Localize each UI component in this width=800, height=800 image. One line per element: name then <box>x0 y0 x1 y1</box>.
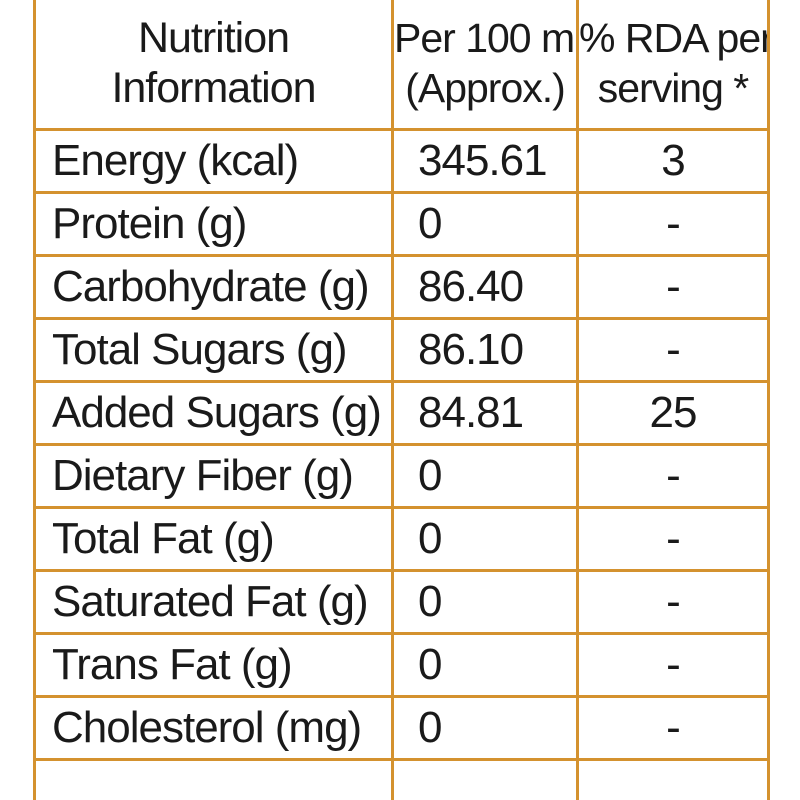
nutrient-name: Energy (kcal) <box>33 128 394 194</box>
rda-value: - <box>576 443 770 509</box>
header-line: Nutrition <box>137 13 290 62</box>
nutrient-name: Total Sugars (g) <box>33 317 394 383</box>
per-100ml-value: 0 <box>391 632 579 698</box>
table-row: Saturated Fat (g) 0 - <box>33 569 770 635</box>
per-100ml-value: 0 <box>391 695 579 761</box>
header-line: (Approx.) <box>405 64 566 111</box>
header-nutrition-information: Nutrition Information <box>33 0 394 131</box>
per-100ml-value: 0 <box>391 191 579 257</box>
rda-value: - <box>576 632 770 698</box>
nutrient-name: Trans Fat (g) <box>33 632 394 698</box>
table-row: Dietary Fiber (g) 0 - <box>33 443 770 509</box>
table-row: Cholesterol (mg) 0 - <box>33 695 770 761</box>
table-row: Trans Fat (g) 0 - <box>33 632 770 698</box>
per-100ml-value: 0 <box>391 569 579 635</box>
table-row: Protein (g) 0 - <box>33 191 770 257</box>
nutrient-name: Carbohydrate (g) <box>33 254 394 320</box>
table-row: Energy (kcal) 345.61 3 <box>33 128 770 194</box>
table-row: Carbohydrate (g) 86.40 - <box>33 254 770 320</box>
header-line: Information <box>111 63 316 112</box>
header-line: serving * <box>597 64 750 111</box>
nutrient-name: Cholesterol (mg) <box>33 695 394 761</box>
header-rda: % RDA per serving * <box>576 0 770 131</box>
rda-value-cut-off <box>576 758 770 800</box>
per-100ml-value: 345.61 <box>391 128 579 194</box>
nutrient-name: Total Fat (g) <box>33 506 394 572</box>
rda-value: - <box>576 695 770 761</box>
header-per-100ml: Per 100 ml (Approx.) <box>391 0 579 131</box>
table-row-cut-off <box>33 758 770 800</box>
rda-value: 25 <box>576 380 770 446</box>
nutrient-name: Saturated Fat (g) <box>33 569 394 635</box>
table-row: Added Sugars (g) 84.81 25 <box>33 380 770 446</box>
nutrient-name: Protein (g) <box>33 191 394 257</box>
table-row: Total Sugars (g) 86.10 - <box>33 317 770 383</box>
nutrient-name-cut-off <box>33 758 394 800</box>
nutrient-name: Dietary Fiber (g) <box>33 443 394 509</box>
per-100ml-value: 86.40 <box>391 254 579 320</box>
nutrition-table: Nutrition Information Per 100 ml (Approx… <box>33 0 770 800</box>
rda-value: 3 <box>576 128 770 194</box>
table-row: Total Fat (g) 0 - <box>33 506 770 572</box>
table-body: Energy (kcal) 345.61 3 Protein (g) 0 - C… <box>33 128 770 800</box>
rda-value: - <box>576 254 770 320</box>
nutrient-name: Added Sugars (g) <box>33 380 394 446</box>
rda-value: - <box>576 506 770 572</box>
per-100ml-value-cut-off <box>391 758 579 800</box>
per-100ml-value: 86.10 <box>391 317 579 383</box>
rda-value: - <box>576 569 770 635</box>
per-100ml-value: 0 <box>391 506 579 572</box>
rda-value: - <box>576 191 770 257</box>
per-100ml-value: 0 <box>391 443 579 509</box>
per-100ml-value: 84.81 <box>391 380 579 446</box>
table-header-row: Nutrition Information Per 100 ml (Approx… <box>33 0 770 131</box>
header-line: % RDA per <box>579 14 769 61</box>
header-line: Per 100 ml <box>394 14 578 61</box>
rda-value: - <box>576 317 770 383</box>
